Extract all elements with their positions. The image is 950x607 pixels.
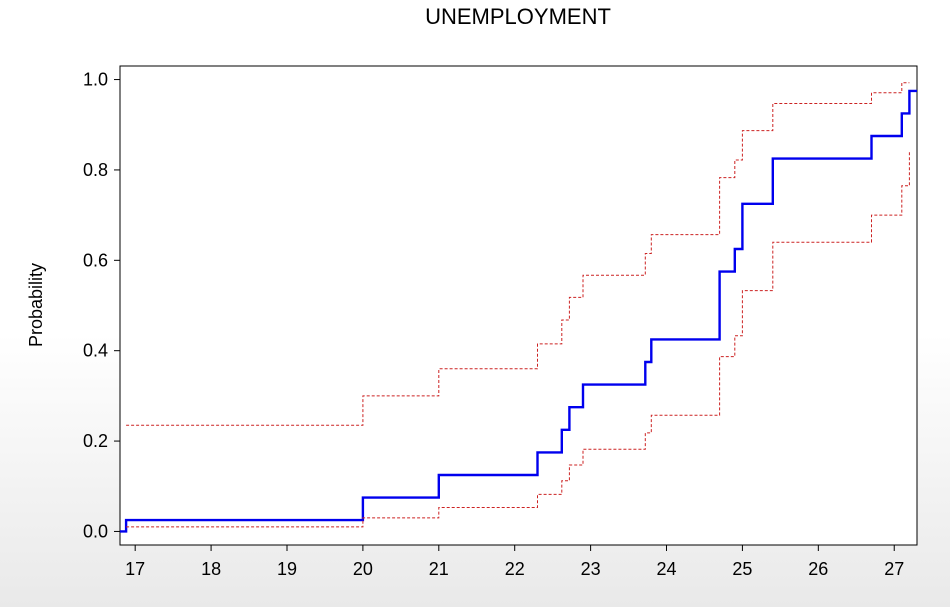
x-tick-label: 25 [732,559,752,579]
x-tick-label: 21 [429,559,449,579]
x-tick-label: 20 [353,559,373,579]
y-tick-label: 0.8 [83,160,108,180]
y-tick-label: 1.0 [83,70,108,90]
lower-band-line [126,151,910,528]
x-axis: 17 18 19 20 21 22 23 24 25 26 27 [125,545,904,579]
y-tick-label: 0.4 [83,341,108,361]
ecdf-line [120,89,917,533]
x-tick-label: 23 [581,559,601,579]
x-tick-label: 24 [656,559,676,579]
y-tick-label: 0.2 [83,431,108,451]
x-tick-label: 17 [125,559,145,579]
x-tick-label: 19 [277,559,297,579]
x-tick-label: 22 [505,559,525,579]
plot-frame [119,65,918,546]
series-layer [120,82,917,533]
y-axis: 0.0 0.2 0.4 0.6 0.8 1.0 [83,70,120,541]
chart-title: UNEMPLOYMENT [425,4,611,29]
y-tick-label: 0.0 [83,521,108,541]
y-axis-label: Probability [26,263,46,347]
x-tick-label: 18 [201,559,221,579]
x-tick-label: 26 [808,559,828,579]
y-tick-label: 0.6 [83,250,108,270]
upper-band-line [126,82,910,426]
x-tick-label: 27 [884,559,904,579]
